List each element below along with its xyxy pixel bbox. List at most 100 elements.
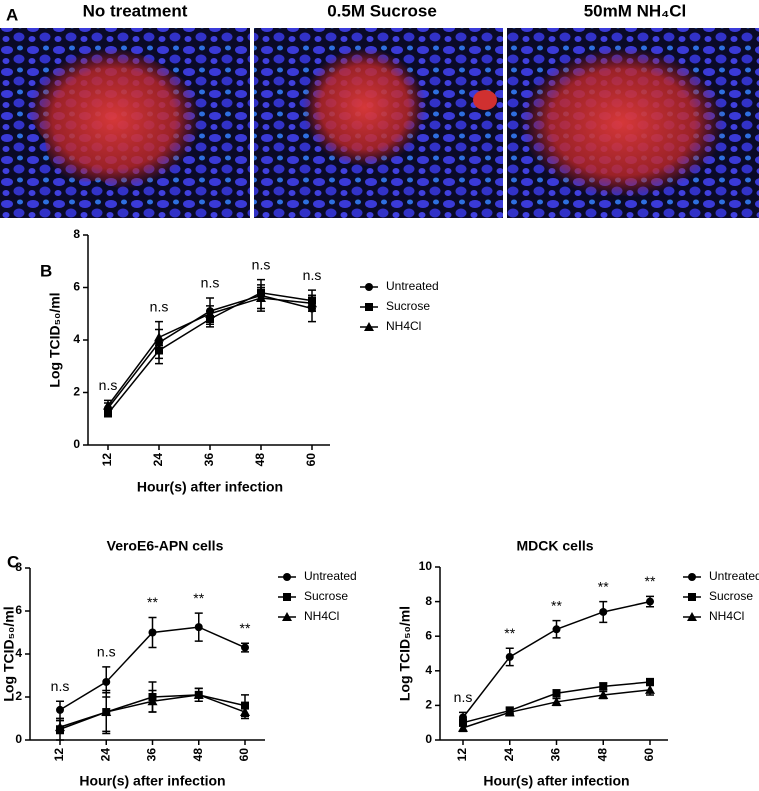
marker [364,322,374,331]
marker [101,707,112,717]
legend-label: Sucrose [709,589,753,603]
annotation: ** [147,594,158,610]
legend-label: NH4Cl [304,609,339,623]
marker [205,308,215,318]
legend-label: Untreated [386,279,439,293]
marker [283,593,291,601]
marker [240,707,250,717]
chart-title: VeroE6-APN cells [107,538,224,554]
y-axis-label: Log TCID₅₀/ml [47,292,63,387]
marker [688,593,696,601]
y-tick-label: 6 [425,628,432,642]
panel-label: A [6,5,18,24]
annotation: ** [645,573,656,589]
annotation: n.s [99,377,118,393]
x-axis-label: Hour(s) after infection [79,773,225,789]
image-title: 0.5M Sucrose [327,1,437,20]
marker [599,607,608,616]
annotation: n.s [51,678,70,694]
y-tick-label: 2 [15,689,22,703]
marker [459,718,467,727]
x-tick-label: 48 [253,453,267,467]
micrograph [254,28,503,218]
x-tick-label: 60 [304,453,318,467]
x-axis-label: Hour(s) after infection [137,479,283,495]
marker [282,612,292,621]
legend-label: NH4Cl [386,319,421,333]
x-tick-label: 12 [455,748,469,762]
panel-label: B [40,261,52,280]
marker [194,623,203,632]
marker [154,332,164,342]
marker [645,684,655,694]
x-tick-label: 12 [100,453,114,467]
annotation: n.s [454,689,473,705]
annotation: ** [551,597,562,613]
y-axis-label: Log TCID₅₀/ml [1,606,17,701]
annotation: n.s [150,298,169,314]
x-tick-label: 24 [151,453,165,467]
image-title: No treatment [83,1,188,20]
legend-label: Untreated [304,569,357,583]
y-tick-label: 0 [425,732,432,746]
x-tick-label: 60 [642,748,656,762]
image-title: 50mM NH₄Cl [584,1,687,20]
y-tick-label: 6 [73,280,80,294]
x-tick-label: 12 [52,748,66,762]
marker [147,696,158,706]
y-tick-label: 0 [73,437,80,451]
x-tick-label: 36 [549,748,563,762]
y-tick-label: 0 [15,732,22,746]
x-tick-label: 48 [595,748,609,762]
marker [505,652,514,661]
x-tick-label: 24 [98,748,112,762]
marker [241,643,249,652]
marker [104,409,112,418]
micrograph [0,28,250,218]
y-tick-label: 4 [425,663,432,677]
marker [551,696,562,706]
marker [193,689,204,699]
marker [646,678,654,687]
y-tick-label: 8 [425,594,432,608]
marker [688,573,696,581]
marker [307,298,317,308]
marker [256,293,266,302]
annotation: n.s [303,267,322,283]
x-axis-label: Hour(s) after infection [483,773,629,789]
legend-label: Sucrose [386,299,430,313]
marker [56,705,64,714]
chart-title: MDCK cells [516,538,593,554]
y-tick-label: 6 [15,603,22,617]
legend-label: NH4Cl [709,609,744,623]
y-tick-label: 8 [73,227,80,241]
annotation: n.s [201,275,220,291]
x-tick-label: 48 [191,748,205,762]
x-tick-label: 36 [202,453,216,467]
annotation: ** [193,590,204,606]
marker [155,346,163,355]
x-tick-label: 36 [145,748,159,762]
marker [102,677,111,686]
marker [687,612,697,621]
marker [365,303,373,311]
marker [283,573,291,581]
marker [599,682,608,691]
x-tick-label: 24 [502,748,516,762]
marker [103,400,113,410]
annotation: ** [504,625,515,641]
marker [55,722,65,732]
annotation: ** [240,620,251,636]
marker [458,722,468,732]
x-tick-label: 60 [237,748,251,762]
annotation: n.s [252,256,271,272]
marker [365,283,373,291]
marker [504,707,515,717]
legend-label: Untreated [709,569,759,583]
y-tick-label: 4 [15,646,22,660]
legend-label: Sucrose [304,589,348,603]
marker [552,625,561,634]
marker [552,689,561,698]
y-tick-label: 8 [15,560,22,574]
